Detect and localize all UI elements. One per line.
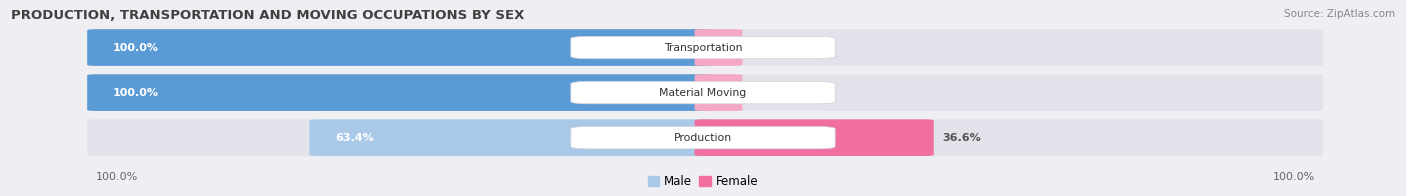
Text: Material Moving: Material Moving: [659, 88, 747, 98]
FancyBboxPatch shape: [87, 29, 1323, 66]
Text: 0.0%: 0.0%: [745, 88, 776, 98]
Text: Source: ZipAtlas.com: Source: ZipAtlas.com: [1284, 9, 1395, 19]
FancyBboxPatch shape: [571, 127, 835, 149]
FancyBboxPatch shape: [309, 119, 711, 156]
FancyBboxPatch shape: [87, 74, 711, 111]
FancyBboxPatch shape: [695, 29, 742, 66]
Text: 100.0%: 100.0%: [96, 172, 138, 182]
FancyBboxPatch shape: [695, 119, 934, 156]
FancyBboxPatch shape: [87, 119, 1323, 156]
Text: 100.0%: 100.0%: [112, 88, 159, 98]
FancyBboxPatch shape: [571, 82, 835, 104]
Text: Transportation: Transportation: [664, 43, 742, 53]
Text: 100.0%: 100.0%: [1272, 172, 1315, 182]
Text: 0.0%: 0.0%: [745, 43, 776, 53]
FancyBboxPatch shape: [87, 29, 711, 66]
Text: PRODUCTION, TRANSPORTATION AND MOVING OCCUPATIONS BY SEX: PRODUCTION, TRANSPORTATION AND MOVING OC…: [11, 9, 524, 22]
Text: 36.6%: 36.6%: [942, 133, 981, 143]
FancyBboxPatch shape: [87, 74, 1323, 111]
FancyBboxPatch shape: [571, 36, 835, 59]
Legend: Male, Female: Male, Female: [648, 175, 758, 188]
Text: 63.4%: 63.4%: [335, 133, 374, 143]
FancyBboxPatch shape: [695, 74, 742, 111]
Text: Production: Production: [673, 133, 733, 143]
Text: 100.0%: 100.0%: [112, 43, 159, 53]
